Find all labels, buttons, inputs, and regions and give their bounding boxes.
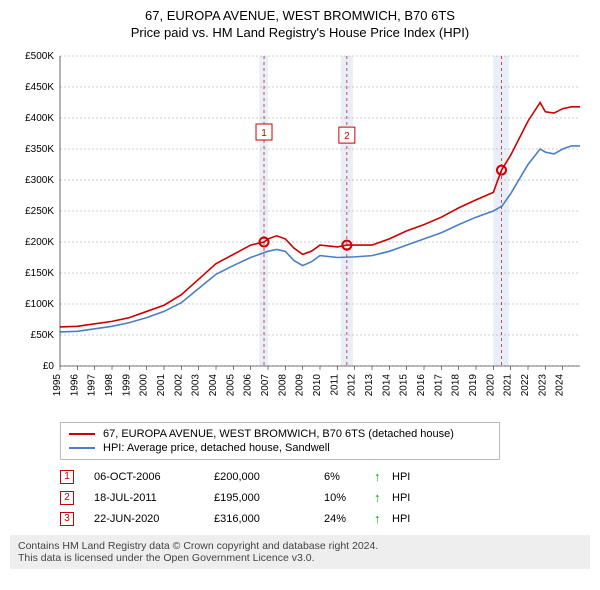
svg-text:2005: 2005 — [225, 374, 236, 397]
transaction-price: £200,000 — [214, 471, 324, 483]
svg-text:2018: 2018 — [451, 374, 462, 397]
title-address: 67, EUROPA AVENUE, WEST BROMWICH, B70 6T… — [10, 8, 590, 23]
svg-text:2010: 2010 — [312, 374, 323, 397]
title-subtitle: Price paid vs. HM Land Registry's House … — [10, 25, 590, 40]
svg-text:2024: 2024 — [555, 374, 566, 397]
svg-text:2003: 2003 — [191, 374, 202, 397]
svg-text:£50K: £50K — [31, 330, 55, 341]
legend: 67, EUROPA AVENUE, WEST BROMWICH, B70 6T… — [60, 422, 500, 460]
svg-text:£400K: £400K — [25, 113, 54, 124]
up-arrow-icon: ↑ — [374, 511, 392, 526]
transaction-marker: 2 — [60, 491, 74, 505]
svg-text:£300K: £300K — [25, 175, 54, 186]
svg-text:£200K: £200K — [25, 237, 54, 248]
svg-text:2016: 2016 — [416, 374, 427, 397]
transactions-table: 106-OCT-2006£200,0006%↑HPI218-JUL-2011£1… — [60, 466, 590, 529]
svg-text:2020: 2020 — [485, 374, 496, 397]
svg-text:1997: 1997 — [87, 374, 98, 397]
legend-swatch — [69, 447, 95, 449]
svg-text:2011: 2011 — [329, 374, 340, 396]
svg-text:2013: 2013 — [364, 374, 375, 397]
svg-text:£450K: £450K — [25, 82, 54, 93]
transaction-hpi-label: HPI — [392, 471, 432, 483]
transaction-price: £195,000 — [214, 492, 324, 504]
transaction-date: 06-OCT-2006 — [94, 471, 214, 483]
svg-text:2023: 2023 — [537, 374, 548, 397]
chart-svg: £0 £50K £100K £150K £200K £250K £300K £350K £400… — [10, 46, 590, 416]
svg-text:2007: 2007 — [260, 374, 271, 397]
transaction-pct: 24% — [324, 513, 374, 525]
svg-text:2009: 2009 — [295, 374, 306, 397]
svg-text:£150K: £150K — [25, 268, 54, 279]
svg-text:2015: 2015 — [399, 374, 410, 397]
svg-text:2021: 2021 — [503, 374, 514, 397]
svg-text:2017: 2017 — [433, 374, 444, 397]
svg-text:2019: 2019 — [468, 374, 479, 397]
svg-text:2008: 2008 — [277, 374, 288, 397]
svg-text:2002: 2002 — [173, 374, 184, 397]
transaction-price: £316,000 — [214, 513, 324, 525]
svg-text:2014: 2014 — [381, 374, 392, 397]
svg-text:2000: 2000 — [139, 374, 150, 397]
transaction-hpi-label: HPI — [392, 513, 432, 525]
svg-text:2004: 2004 — [208, 374, 219, 397]
transaction-date: 22-JUN-2020 — [94, 513, 214, 525]
up-arrow-icon: ↑ — [374, 490, 392, 505]
transaction-pct: 10% — [324, 492, 374, 504]
title-block: 67, EUROPA AVENUE, WEST BROMWICH, B70 6T… — [10, 8, 590, 40]
svg-text:2001: 2001 — [156, 374, 167, 397]
svg-text:£500K: £500K — [25, 51, 54, 62]
transaction-row: 3 22-JUN-2020£316,00024%↑HPI — [60, 508, 590, 529]
transaction-hpi-label: HPI — [392, 492, 432, 504]
svg-text:2012: 2012 — [347, 374, 358, 397]
footer-line2: This data is licensed under the Open Gov… — [18, 552, 582, 564]
svg-text:1995: 1995 — [52, 374, 63, 397]
legend-item: 67, EUROPA AVENUE, WEST BROMWICH, B70 6T… — [69, 427, 491, 441]
transaction-pct: 6% — [324, 471, 374, 483]
transaction-marker: 3 — [60, 512, 74, 526]
svg-text:2022: 2022 — [520, 374, 531, 397]
svg-text:£100K: £100K — [25, 299, 54, 310]
svg-text:2: 2 — [344, 131, 350, 142]
svg-text:£0: £0 — [43, 361, 55, 372]
legend-label: HPI: Average price, detached house, Sand… — [103, 442, 330, 454]
legend-swatch — [69, 433, 95, 435]
svg-text:2006: 2006 — [243, 374, 254, 397]
transaction-row: 1 06-OCT-2006£200,0006%↑HPI — [60, 466, 590, 487]
footer-attribution: Contains HM Land Registry data © Crown c… — [10, 535, 590, 569]
svg-text:1998: 1998 — [104, 374, 115, 397]
svg-text:1: 1 — [261, 128, 267, 139]
svg-text:£350K: £350K — [25, 144, 54, 155]
legend-item: HPI: Average price, detached house, Sand… — [69, 441, 491, 455]
up-arrow-icon: ↑ — [374, 469, 392, 484]
transaction-date: 18-JUL-2011 — [94, 492, 214, 504]
svg-text:1996: 1996 — [69, 374, 80, 397]
footer-line1: Contains HM Land Registry data © Crown c… — [18, 540, 582, 552]
svg-text:1999: 1999 — [121, 374, 132, 397]
legend-label: 67, EUROPA AVENUE, WEST BROMWICH, B70 6T… — [103, 428, 454, 440]
transaction-row: 2 18-JUL-2011£195,00010%↑HPI — [60, 487, 590, 508]
chart-container: 67, EUROPA AVENUE, WEST BROMWICH, B70 6T… — [0, 0, 600, 575]
chart-area: £0 £50K £100K £150K £200K £250K £300K £350K £400… — [10, 46, 590, 416]
transaction-marker: 1 — [60, 470, 74, 484]
svg-text:£250K: £250K — [25, 206, 54, 217]
